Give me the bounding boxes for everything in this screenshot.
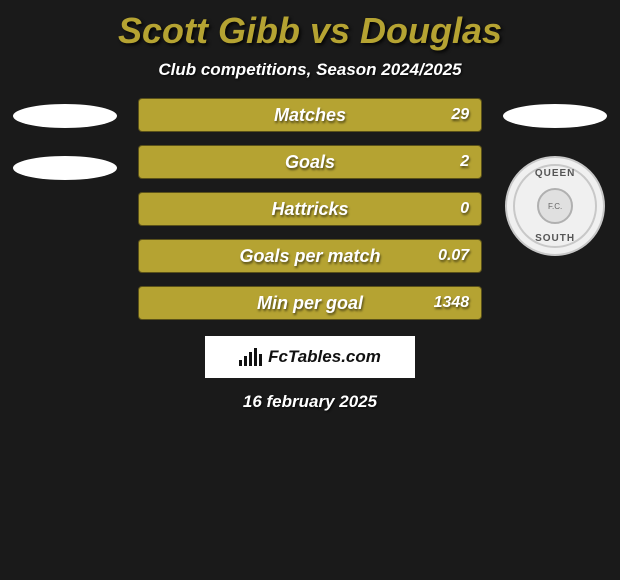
team-crest-placeholder xyxy=(13,156,117,180)
stat-label: Min per goal xyxy=(257,293,363,314)
stat-value: 0.07 xyxy=(438,247,469,265)
stat-value: 0 xyxy=(460,200,469,218)
stat-bar-hattricks: Hattricks 0 xyxy=(138,192,482,226)
brand-watermark[interactable]: FcTables.com xyxy=(205,336,415,378)
stats-column: Matches 29 Goals 2 Hattricks 0 Goals per… xyxy=(138,98,482,320)
player-photo-placeholder xyxy=(13,104,117,128)
footer-date: 16 february 2025 xyxy=(10,392,610,412)
comparison-row: Matches 29 Goals 2 Hattricks 0 Goals per… xyxy=(10,98,610,320)
stat-value: 2 xyxy=(460,153,469,171)
stat-value: 29 xyxy=(451,106,469,124)
team-crest-queen-of-the-south: QUEEN F.C. SOUTH xyxy=(505,156,605,256)
stat-bar-gpm: Goals per match 0.07 xyxy=(138,239,482,273)
stat-label: Hattricks xyxy=(271,199,348,220)
left-player-column xyxy=(10,98,120,208)
player-photo-placeholder xyxy=(503,104,607,128)
crest-bottom-text: SOUTH xyxy=(535,233,575,244)
stat-label: Matches xyxy=(274,105,346,126)
stat-bar-goals: Goals 2 xyxy=(138,145,482,179)
page-title: Scott Gibb vs Douglas xyxy=(10,0,610,60)
stat-label: Goals xyxy=(285,152,335,173)
page-root: Scott Gibb vs Douglas Club competitions,… xyxy=(0,0,620,412)
crest-top-text: QUEEN xyxy=(535,168,576,179)
bar-chart-icon xyxy=(239,348,262,366)
brand-text: FcTables.com xyxy=(268,347,381,367)
page-subtitle: Club competitions, Season 2024/2025 xyxy=(10,60,610,98)
stat-label: Goals per match xyxy=(239,246,380,267)
stat-bar-matches: Matches 29 xyxy=(138,98,482,132)
stat-bar-mpg: Min per goal 1348 xyxy=(138,286,482,320)
right-player-column: QUEEN F.C. SOUTH xyxy=(500,98,610,256)
stat-value: 1348 xyxy=(434,294,470,312)
